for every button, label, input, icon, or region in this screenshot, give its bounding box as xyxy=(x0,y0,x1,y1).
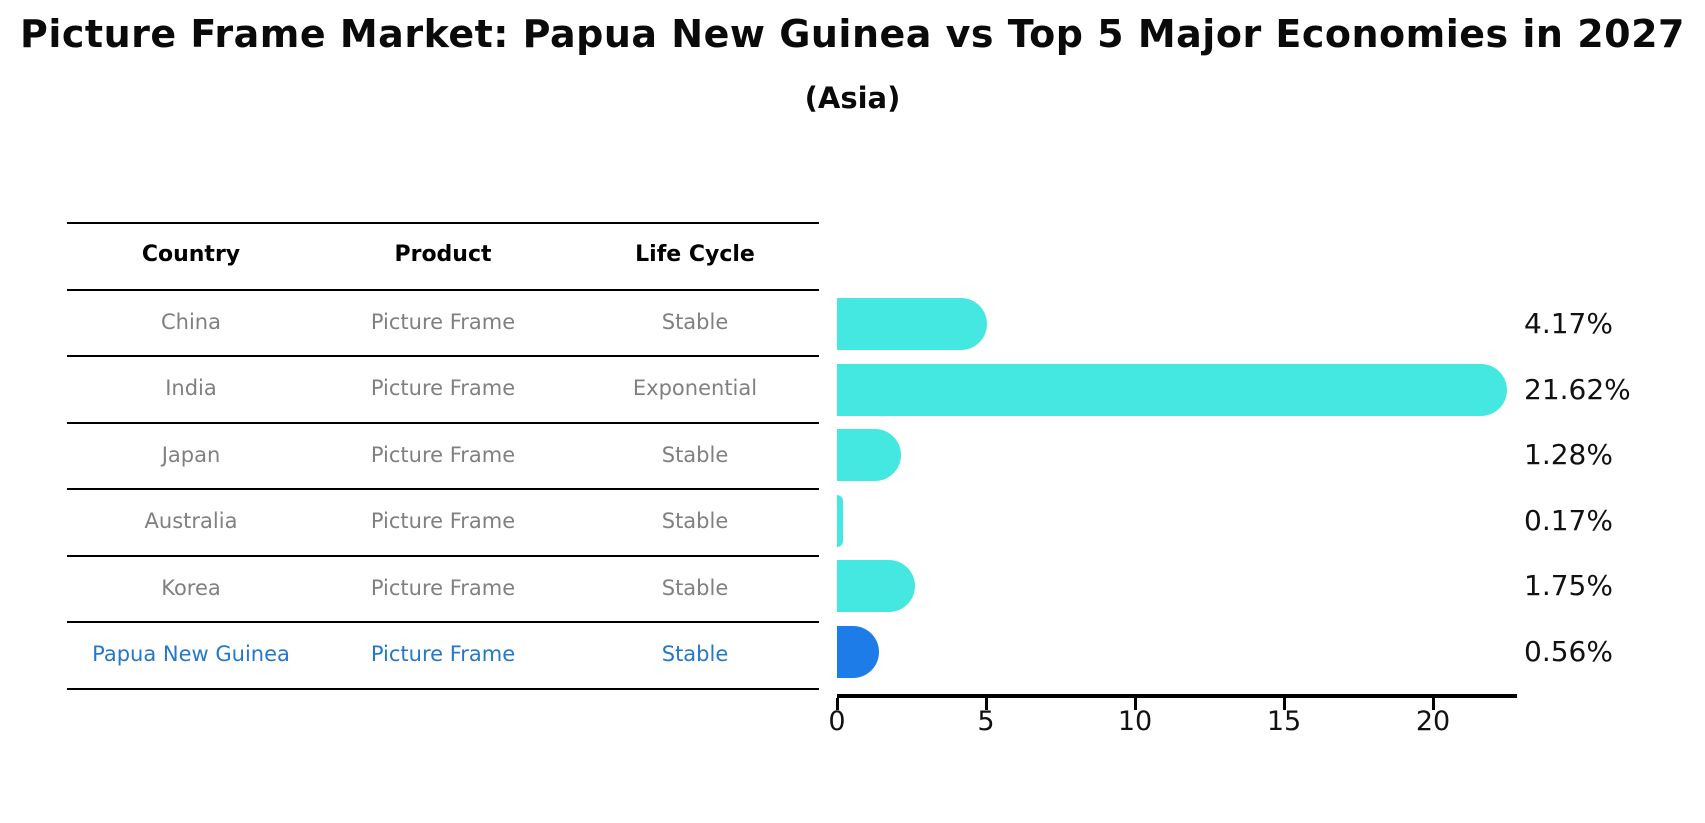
table-separator-line xyxy=(67,222,819,224)
table-cell-product: Picture Frame xyxy=(370,309,516,334)
table-header-life_cycle: Life Cycle xyxy=(635,242,755,268)
x-axis-tick xyxy=(1133,697,1137,710)
table-cell-life_cycle: Stable xyxy=(661,309,729,334)
table-cell-life_cycle: Stable xyxy=(661,442,729,467)
bar-australia xyxy=(837,494,844,547)
table-cell-product: Picture Frame xyxy=(370,442,516,467)
table-separator-line xyxy=(67,621,819,623)
table-separator-line xyxy=(67,355,819,357)
table-separator-line xyxy=(67,421,819,424)
bar-value-label: 0.17% xyxy=(1524,503,1613,537)
bar-papua-new-guinea xyxy=(837,626,880,678)
bar-china xyxy=(837,298,987,350)
bar-value-label: 0.56% xyxy=(1524,635,1613,668)
table-header-product: Product xyxy=(394,242,492,268)
table-cell-product: Picture Frame xyxy=(370,575,516,600)
bar-value-label: 4.17% xyxy=(1524,307,1613,340)
table-separator-line xyxy=(67,554,819,557)
bar-japan xyxy=(837,429,901,482)
table-separator-line xyxy=(67,488,819,490)
x-axis-tick-label: 0 xyxy=(828,706,846,737)
table-cell-country: Papua New Guinea xyxy=(92,642,290,667)
table-cell-country: India xyxy=(165,376,217,401)
chart-subtitle: (Asia) xyxy=(804,81,901,115)
bar-korea xyxy=(837,560,915,613)
x-axis-tick xyxy=(1431,697,1435,710)
table-separator-line xyxy=(67,687,819,690)
table-cell-product: Picture Frame xyxy=(370,642,516,667)
table-header-country: Country xyxy=(141,242,241,268)
table-cell-life_cycle: Exponential xyxy=(632,376,758,401)
bar-india xyxy=(837,363,1507,416)
x-axis-tick xyxy=(1282,697,1286,710)
x-axis-tick xyxy=(835,697,839,710)
table-separator-line xyxy=(67,288,819,291)
table-cell-product: Picture Frame xyxy=(370,509,516,534)
table-cell-country: China xyxy=(161,309,221,334)
table-cell-life_cycle: Stable xyxy=(661,509,729,534)
x-axis-tick xyxy=(984,697,988,710)
table-cell-life_cycle: Stable xyxy=(661,642,729,667)
table-cell-country: Korea xyxy=(161,575,221,600)
x-axis-tick-label: 15 xyxy=(1266,706,1302,737)
table-cell-product: Picture Frame xyxy=(370,376,516,401)
table-cell-country: Japan xyxy=(161,442,221,467)
x-axis-line xyxy=(837,693,1517,698)
x-axis-tick-label: 10 xyxy=(1117,706,1153,737)
table-cell-life_cycle: Stable xyxy=(661,575,729,600)
chart-title: Picture Frame Market: Papua New Guinea v… xyxy=(20,12,1685,56)
table-cell-country: Australia xyxy=(144,509,238,534)
bar-value-label: 1.28% xyxy=(1524,438,1613,472)
x-axis-tick-label: 20 xyxy=(1415,706,1451,737)
x-axis-tick-label: 5 xyxy=(977,706,995,737)
bar-value-label: 1.75% xyxy=(1524,569,1613,603)
bar-value-label: 21.62% xyxy=(1524,372,1631,406)
